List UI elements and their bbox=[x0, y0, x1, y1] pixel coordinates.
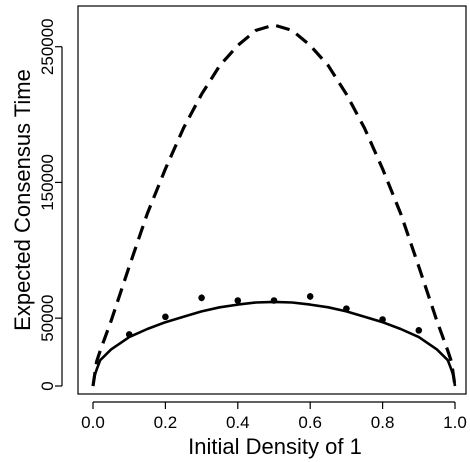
y-tick-label: 50000 bbox=[38, 295, 57, 342]
data-point bbox=[198, 294, 205, 302]
x-axis: 0.0 0.2 0.4 0.6 0.8 1.0 bbox=[81, 401, 467, 432]
x-tick-label: 1.0 bbox=[443, 413, 467, 432]
data-points bbox=[125, 293, 423, 338]
x-tick-label: 0.8 bbox=[371, 413, 395, 432]
data-point bbox=[415, 327, 423, 334]
y-tick-label: 0 bbox=[38, 381, 57, 390]
x-tick-label: 0.6 bbox=[298, 413, 322, 432]
plot-box bbox=[77, 5, 467, 395]
data-point bbox=[306, 293, 314, 300]
data-point bbox=[379, 316, 386, 323]
x-axis-label: Initial Density of 1 bbox=[188, 434, 362, 459]
x-tick-label: 0.2 bbox=[154, 413, 178, 432]
x-tick-label: 0.0 bbox=[81, 413, 105, 432]
data-point bbox=[162, 313, 169, 321]
data-point bbox=[234, 297, 242, 304]
data-point bbox=[343, 305, 350, 312]
series-line-solid bbox=[91, 300, 457, 387]
data-point bbox=[125, 331, 133, 338]
data-point bbox=[270, 297, 278, 304]
y-tick-label: 250000 bbox=[38, 18, 57, 75]
y-tick-label: 150000 bbox=[38, 154, 57, 211]
x-tick-label: 0.4 bbox=[226, 413, 250, 432]
series-layer bbox=[91, 23, 457, 387]
series-line-dashed bbox=[91, 23, 457, 387]
y-axis-label: Expected Consensus Time bbox=[10, 69, 35, 331]
y-axis: 0 50000 150000 250000 bbox=[38, 18, 63, 391]
